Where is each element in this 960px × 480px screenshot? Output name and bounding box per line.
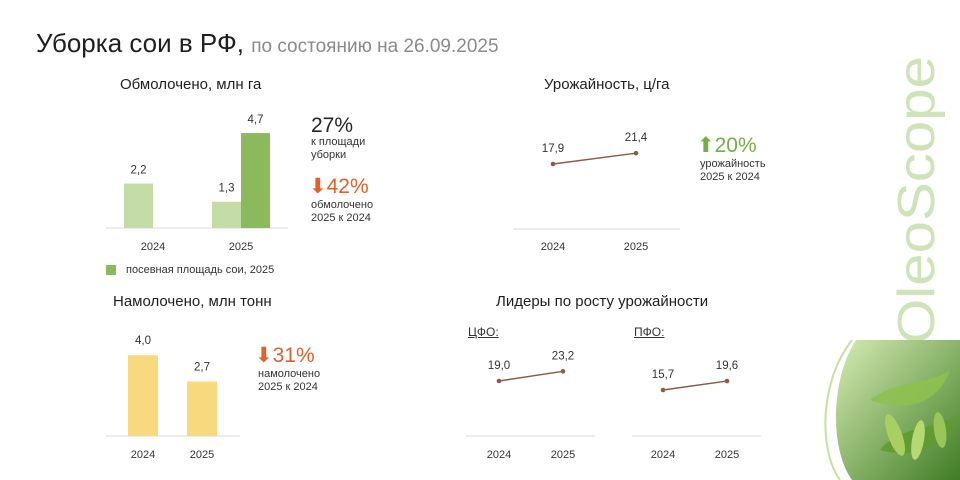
yield-chart: 17,9 2024 21,4 2025: [513, 132, 680, 253]
harvested-change: ⬇31%: [255, 343, 315, 368]
down-arrow-icon: ⬇: [309, 175, 327, 198]
threshed-change-value: 42%: [326, 175, 369, 198]
data-label: 15,7: [652, 369, 674, 381]
legend-label: посевная площадь сои, 2025: [126, 264, 275, 276]
data-point: [550, 161, 556, 167]
bar: [124, 183, 153, 228]
threshed-title: Обмолочено, млн га: [120, 76, 262, 93]
series-line: [498, 370, 564, 382]
bar-value-label: 1,3: [219, 183, 235, 195]
yield-change-value: 20%: [714, 134, 757, 157]
svg-text:OleoScope: OleoScope: [888, 56, 946, 344]
threshed-change-note: обмолочено 2025 к 2024: [311, 199, 374, 224]
leaders-title: Лидеры по росту урожайности: [496, 293, 709, 310]
bar: [212, 201, 241, 228]
threshed-change: ⬇42%: [309, 174, 369, 199]
page-subtitle: по состоянию на 26.09.2025: [251, 36, 499, 57]
data-point: [560, 369, 566, 374]
x-tick-label: 2025: [229, 241, 253, 253]
harvested-change-value: 31%: [272, 344, 315, 367]
down-arrow-icon: ⬇: [255, 344, 273, 367]
data-point: [496, 378, 502, 384]
bar: [187, 381, 217, 436]
x-tick-label: 2025: [190, 449, 214, 461]
yield-change: ⬆20%: [697, 133, 757, 158]
data-label: 19,0: [488, 360, 510, 372]
threshed-share-value: 27%: [311, 114, 354, 137]
leader-chart-cfo: 19,0 2024 23,2 2025: [466, 350, 595, 461]
bar-value-label: 4,7: [248, 114, 264, 126]
x-tick-label: 2024: [541, 241, 565, 253]
leader-chart-pfo: 15,7 2024 19,6 2025: [632, 360, 761, 461]
data-label: 19,6: [716, 360, 738, 372]
harvested-title: Намолочено, млн тонн: [113, 293, 272, 310]
bar-value-label: 2,7: [194, 361, 210, 373]
threshed-chart: 2024 2,2 2025 1,3 4,7: [106, 114, 288, 253]
up-arrow-icon: ⬆: [697, 134, 715, 157]
leader-region-cfo: ЦФО:: [468, 325, 499, 339]
bar: [128, 355, 158, 436]
x-tick-label: 2024: [651, 449, 675, 461]
yield-change-note: урожайность 2025 к 2024: [700, 158, 766, 183]
yield-title: Урожайность, ц/га: [544, 76, 670, 93]
data-point: [660, 387, 666, 393]
data-point: [724, 378, 730, 384]
series-line: [552, 152, 637, 165]
x-tick-label: 2024: [141, 241, 165, 253]
oleoscope-logo: OleoScope: [888, 56, 946, 344]
bar-value-label: 2,2: [131, 165, 147, 177]
x-tick-label: 2024: [487, 449, 511, 461]
data-label: 21,4: [625, 132, 648, 144]
harvested-change-note: намолочено 2025 к 2024: [258, 368, 321, 393]
leader-region-pfo: ПФО:: [634, 325, 665, 339]
harvested-chart: 4,0 2024 2,7 2025: [106, 335, 240, 461]
bar: [241, 133, 270, 228]
data-point: [633, 150, 639, 156]
data-label: 23,2: [552, 350, 574, 362]
soy-plant-image: [800, 340, 960, 480]
data-label: 17,9: [542, 143, 564, 155]
x-tick-label: 2025: [715, 449, 739, 461]
page-title: Уборка сои в РФ, по состоянию на 26.09.2…: [36, 28, 499, 59]
x-tick-label: 2025: [624, 241, 648, 253]
x-tick-label: 2025: [551, 449, 575, 461]
series-line: [662, 380, 728, 391]
page-title-main: Уборка сои в РФ,: [36, 28, 244, 58]
x-tick-label: 2024: [131, 449, 155, 461]
legend-swatch: [106, 265, 116, 275]
threshed-share-note: к площади уборки: [311, 136, 366, 161]
bar-value-label: 4,0: [135, 335, 151, 347]
